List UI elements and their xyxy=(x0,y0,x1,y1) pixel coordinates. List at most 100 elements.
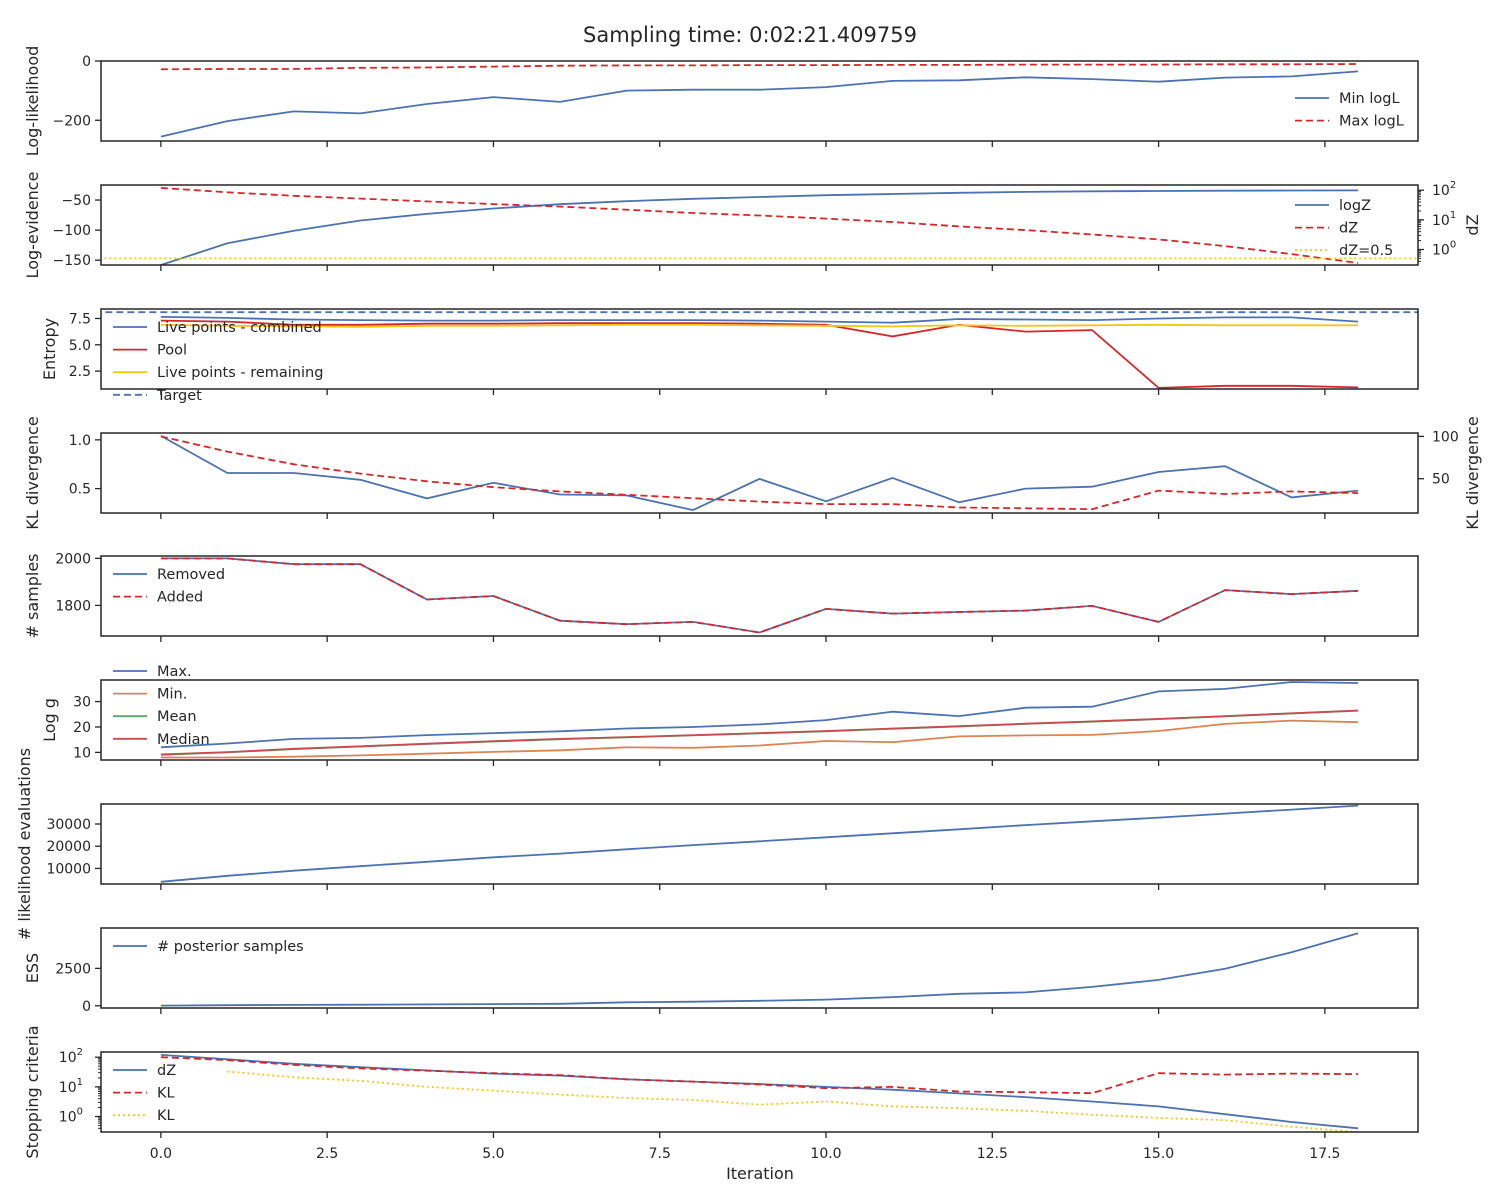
legend: dZ KL KL xyxy=(113,1063,176,1124)
panel-frame xyxy=(100,60,1419,142)
series-line-logz xyxy=(160,189,1359,265)
x-tick-label: 10.0 xyxy=(810,1146,841,1162)
y-tick-exponent: 1 xyxy=(77,1077,83,1088)
series-group xyxy=(160,63,1359,138)
legend-label: Live points - remaining xyxy=(157,365,323,381)
panel-frame xyxy=(100,1051,1419,1133)
legend-label: Max. xyxy=(157,664,192,680)
legend-label: Removed xyxy=(157,567,225,583)
panels: 0 −200 Log-likelihood Min logL Max logL −50 −1… xyxy=(15,46,1482,1162)
legend-label: Added xyxy=(157,590,203,606)
series-line-kl xyxy=(227,1070,1359,1132)
y-tick-label: 10 xyxy=(73,745,91,761)
x-tick-label: 2.5 xyxy=(316,1146,338,1162)
x-tick-label: 0.0 xyxy=(150,1146,172,1162)
panel-6: 30 20 10 Log g Max. Min. Mean Median xyxy=(40,664,1419,766)
series-line-unnamed-1 xyxy=(160,435,1359,511)
panel-3: 7.5 5.0 2.5 Entropy Live points - combined Po… xyxy=(40,308,1419,404)
legend: Min logL Max logL xyxy=(1295,91,1404,130)
y-axis-label: Log g xyxy=(40,698,59,742)
series-line-median xyxy=(160,709,1359,756)
panel-frame xyxy=(100,803,1419,885)
legend: Removed Added xyxy=(113,567,225,606)
y-tick-label: 2.5 xyxy=(69,364,91,380)
x-tick-label: 5.0 xyxy=(482,1146,504,1162)
legend-label: dZ xyxy=(157,1063,176,1079)
legend-label: dZ=0.5 xyxy=(1339,243,1393,259)
legend-label: Median xyxy=(157,732,210,748)
legend-label: Pool xyxy=(157,343,187,359)
panel-frame xyxy=(100,555,1419,637)
right-y-tick-exponent: 1 xyxy=(1450,210,1456,221)
x-axis-label: Iteration xyxy=(726,1164,794,1183)
y-tick-label: 7.5 xyxy=(69,311,91,327)
legend-label: logZ xyxy=(1339,198,1371,214)
series-line-live-points-combined xyxy=(160,316,1359,324)
series-group xyxy=(160,435,1359,512)
series-line-min- xyxy=(160,719,1359,759)
series-line-max- xyxy=(160,681,1359,749)
series-group xyxy=(101,187,1418,265)
legend-label: Target xyxy=(156,388,202,404)
y-tick-label: 2500 xyxy=(55,961,91,977)
y-tick-label: −200 xyxy=(53,113,91,129)
y-tick-exponent: 0 xyxy=(77,1107,83,1118)
series-line-unnamed-0 xyxy=(160,804,1359,883)
series-group xyxy=(160,932,1359,1007)
panel-5: 2000 1800 # samples Removed Added xyxy=(23,551,1419,642)
x-tick-label: 12.5 xyxy=(977,1146,1008,1162)
panel-7: 30000 20000 10000 # likelihood evaluations xyxy=(15,748,1419,940)
x-tick-label: 7.5 xyxy=(649,1146,671,1162)
panel-frame xyxy=(100,184,1419,266)
series-group xyxy=(160,804,1359,883)
y-tick-label: 5.0 xyxy=(69,338,91,354)
right-y-tick-exponent: 0 xyxy=(1450,240,1456,251)
panel-4: 1.0 0.5 100 50 KL divergence KL divergence xyxy=(23,416,1482,529)
series-group xyxy=(101,311,1418,389)
y-tick-label: 20000 xyxy=(46,839,91,855)
y-axis-label: # likelihood evaluations xyxy=(15,748,34,940)
y-tick-label: 30 xyxy=(73,695,91,711)
legend-label: KL xyxy=(157,1086,175,1102)
y-axis-label: KL divergence xyxy=(23,416,42,529)
y-axis-label: # samples xyxy=(23,554,42,639)
series-group xyxy=(160,1054,1359,1132)
y-tick-label: 1800 xyxy=(55,598,91,614)
x-tick-label: 15.0 xyxy=(1143,1146,1174,1162)
series-line-max-logl xyxy=(160,63,1359,71)
legend-label: Min logL xyxy=(1339,91,1400,107)
right-y-tick-exponent: 2 xyxy=(1450,180,1456,191)
y-tick-label: 30000 xyxy=(46,817,91,833)
y-tick-label: 1.0 xyxy=(69,433,91,449)
panel-frame xyxy=(100,432,1419,514)
y-tick-label: 20 xyxy=(73,720,91,736)
legend-label: Live points - combined xyxy=(157,320,322,336)
panel-frame xyxy=(100,308,1419,390)
series-line-pool xyxy=(160,319,1359,389)
legend-label: Mean xyxy=(157,709,197,725)
series-group xyxy=(160,557,1359,634)
series-line-unnamed-0 xyxy=(160,435,1359,512)
y-tick-label: 0 xyxy=(82,999,91,1015)
y-tick-label: −50 xyxy=(61,193,91,209)
legend: # posterior samples xyxy=(113,939,304,955)
y-axis-label: Stopping criteria xyxy=(23,1025,42,1158)
y-axis-label: Log-likelihood xyxy=(23,46,42,157)
y-tick-label: 10000 xyxy=(46,861,91,877)
x-tick-label: 17.5 xyxy=(1309,1146,1340,1162)
legend-label: # posterior samples xyxy=(157,939,304,955)
series-line-kl xyxy=(160,1056,1359,1095)
panel-8: 2500 0 ESS # posterior samples xyxy=(23,927,1419,1015)
y-tick-label: 2000 xyxy=(55,551,91,567)
panel-frame xyxy=(100,679,1419,761)
series-line-added xyxy=(160,557,1359,634)
legend-label: dZ xyxy=(1339,221,1358,237)
legend: Max. Min. Mean Median xyxy=(113,664,210,748)
legend: logZ dZ dZ=0.5 xyxy=(1295,198,1393,259)
y-axis-label: Log-evidence xyxy=(23,172,42,279)
y-axis-label: Entropy xyxy=(40,318,59,380)
panel-1: 0 −200 Log-likelihood Min logL Max logL xyxy=(23,46,1419,157)
